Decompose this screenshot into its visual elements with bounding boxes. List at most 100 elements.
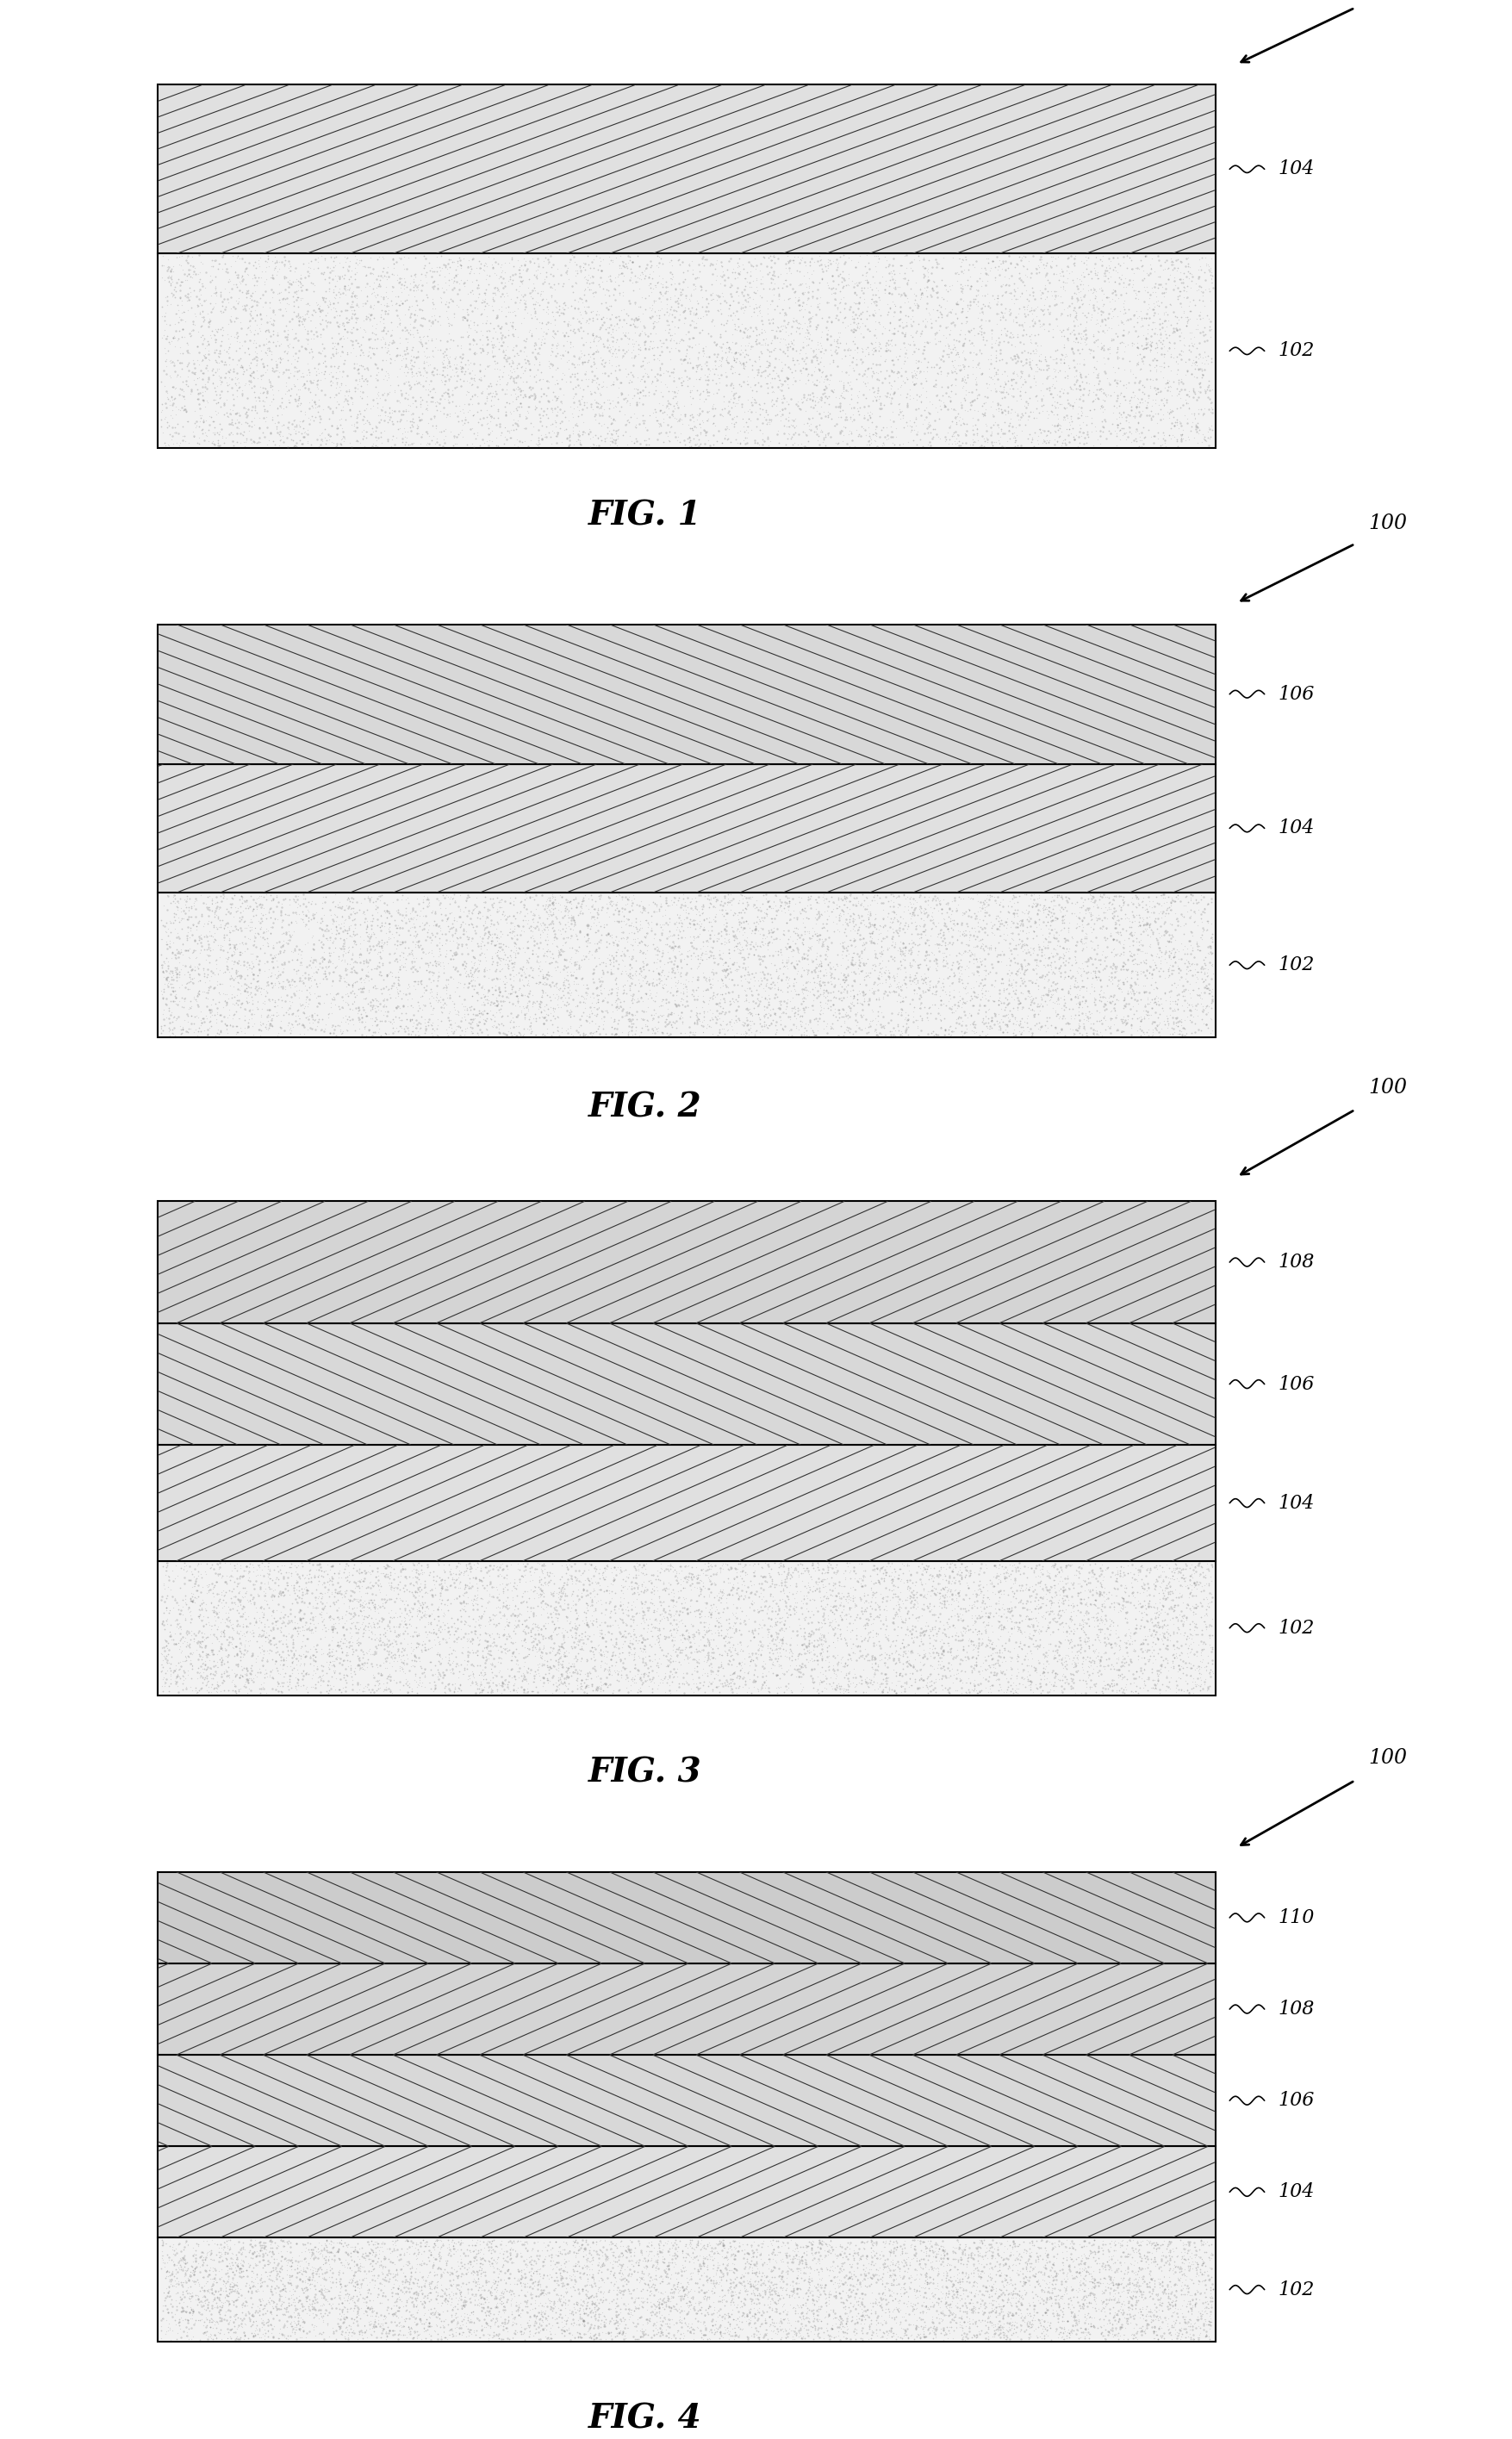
Point [786,385,810,424]
Point [248,1654,272,1693]
Point [659,1005,683,1044]
Point [191,1568,215,1607]
Point [1196,2261,1220,2300]
Point [974,1588,998,1627]
Point [550,1610,575,1649]
Point [883,1632,907,1671]
Point [177,344,201,383]
Point [1179,2295,1204,2334]
Point [503,893,528,932]
Point [815,910,839,949]
Point [732,971,756,1010]
Point [1083,271,1107,310]
Point [446,1659,470,1698]
Point [1129,1598,1154,1637]
Point [686,993,711,1032]
Point [777,1646,801,1685]
Point [1043,898,1067,937]
Point [677,2312,702,2351]
Point [665,920,689,959]
Point [318,1624,342,1663]
Point [204,983,228,1022]
Point [475,2271,499,2310]
Point [800,2241,824,2280]
Point [448,1568,472,1607]
Point [1043,934,1067,973]
Point [283,427,307,466]
Point [401,307,425,346]
Point [895,1000,919,1039]
Point [818,1659,842,1698]
Point [204,310,228,349]
Point [883,285,907,324]
Point [653,1571,677,1610]
Point [806,329,830,368]
Point [830,378,854,417]
Point [260,963,284,1002]
Point [404,266,428,305]
Point [587,2239,611,2278]
Point [422,2222,446,2261]
Point [360,273,384,312]
Point [224,2273,248,2312]
Point [1164,2300,1188,2339]
Point [910,1551,934,1590]
Point [812,927,836,966]
Point [832,237,856,276]
Point [345,1602,369,1641]
Point [832,963,856,1002]
Point [765,2227,789,2266]
Point [999,1607,1024,1646]
Point [971,427,995,466]
Point [222,385,246,424]
Point [736,2244,761,2283]
Point [785,944,809,983]
Point [638,2283,662,2322]
Point [1090,878,1114,917]
Point [1101,2317,1125,2356]
Point [259,2293,283,2332]
Point [334,973,358,1012]
Point [632,1000,656,1039]
Point [572,1551,596,1590]
Point [597,1583,621,1622]
Point [565,354,590,393]
Point [891,424,915,463]
Point [581,293,605,332]
Point [889,2298,913,2337]
Point [236,2298,260,2337]
Point [759,332,783,371]
Point [815,1546,839,1585]
Point [761,963,785,1002]
Point [237,2232,262,2271]
Point [334,2273,358,2312]
Point [741,1615,765,1654]
Point [314,2305,339,2344]
Point [1089,388,1113,427]
Point [712,1627,736,1666]
Point [183,980,207,1020]
Point [460,1624,484,1663]
Point [389,1551,413,1590]
Point [181,2305,206,2344]
Point [1190,2310,1214,2349]
Point [715,329,739,368]
Point [381,2244,405,2283]
Point [175,963,200,1002]
Point [1184,329,1208,368]
Point [422,941,446,980]
Point [1123,1610,1148,1649]
Point [316,268,340,307]
Point [824,334,848,373]
Point [1199,2263,1223,2302]
Point [676,420,700,459]
Point [694,2273,718,2312]
Point [1157,2241,1181,2280]
Point [915,351,939,390]
Point [231,1585,256,1624]
Point [881,2261,906,2300]
Point [535,2224,559,2263]
Point [1145,1656,1169,1695]
Point [511,1622,535,1661]
Point [249,995,274,1034]
